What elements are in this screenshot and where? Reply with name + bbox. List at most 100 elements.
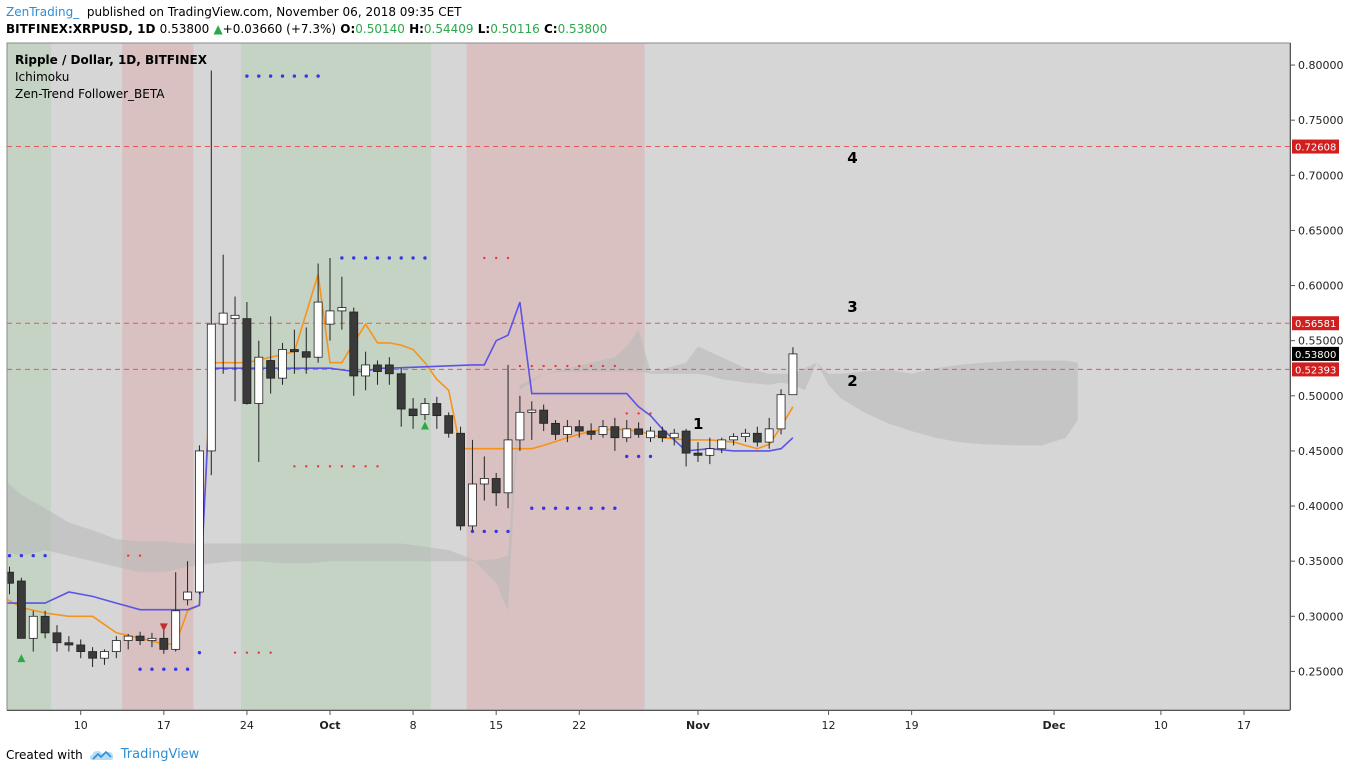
candle[interactable]	[432, 396, 442, 429]
candle[interactable]	[325, 257, 335, 341]
candle[interactable]	[741, 428, 750, 443]
candle[interactable]	[610, 417, 620, 451]
candle[interactable]	[764, 417, 774, 449]
candle[interactable]	[6, 566, 14, 595]
close-label: C:	[544, 22, 558, 36]
candle[interactable]	[40, 610, 50, 639]
candle-body	[100, 651, 109, 659]
candle[interactable]	[396, 368, 406, 427]
time-axis[interactable]	[7, 710, 1290, 740]
candle[interactable]	[420, 397, 430, 421]
candle[interactable]	[111, 636, 121, 659]
candle[interactable]	[52, 625, 62, 652]
y-tick-label: 0.45000	[1298, 445, 1344, 458]
candle[interactable]	[503, 364, 513, 509]
candle[interactable]	[622, 420, 632, 443]
candle[interactable]	[551, 420, 560, 440]
candle[interactable]	[776, 389, 786, 435]
candle[interactable]	[218, 254, 228, 374]
y-tick-label: 0.50000	[1298, 390, 1344, 403]
candle[interactable]	[468, 439, 477, 531]
candle[interactable]	[123, 633, 133, 650]
signal-dot	[127, 554, 130, 557]
signal-dot	[506, 256, 510, 260]
candle[interactable]	[539, 404, 549, 432]
candle[interactable]	[76, 639, 86, 659]
candle[interactable]	[681, 428, 691, 467]
candle[interactable]	[788, 347, 798, 396]
legend-indicator-zen-trend[interactable]: Zen-Trend Follower_BETA	[15, 87, 165, 101]
candle[interactable]	[693, 442, 703, 462]
candle[interactable]	[373, 360, 382, 385]
candle[interactable]	[657, 426, 667, 443]
candle[interactable]	[574, 420, 584, 438]
candle[interactable]	[254, 340, 264, 462]
candle[interactable]	[135, 631, 145, 645]
tradingview-brand-link[interactable]: TradingView	[120, 747, 200, 762]
legend-indicator-ichimoku[interactable]: Ichimoku	[15, 70, 70, 84]
candle-body	[28, 615, 38, 639]
signal-dot	[637, 412, 640, 415]
candle-body	[468, 483, 477, 527]
candle[interactable]	[456, 426, 465, 531]
candle-body	[610, 426, 620, 439]
signal-dot	[173, 667, 178, 671]
sell-arrow-icon	[159, 623, 168, 632]
candle[interactable]	[634, 422, 644, 438]
candle-body	[88, 651, 97, 659]
candle-body	[408, 408, 418, 417]
x-tick-label: 15	[489, 719, 503, 732]
plot-background	[7, 43, 1290, 710]
candle[interactable]	[313, 263, 323, 363]
candle[interactable]	[586, 423, 596, 440]
annotation-1: 1	[692, 415, 704, 433]
candle[interactable]	[337, 276, 347, 330]
candle[interactable]	[88, 647, 97, 668]
candle[interactable]	[230, 296, 240, 402]
candle[interactable]	[266, 316, 276, 394]
candle[interactable]	[206, 70, 216, 476]
signal-dot	[636, 454, 641, 459]
candle[interactable]	[752, 426, 762, 447]
candle[interactable]	[598, 420, 608, 438]
candle[interactable]	[278, 342, 287, 385]
candle[interactable]	[28, 610, 38, 652]
candle[interactable]	[563, 420, 572, 443]
candle[interactable]	[64, 636, 74, 652]
candle[interactable]	[515, 395, 525, 451]
candle[interactable]	[159, 627, 169, 654]
candle[interactable]	[195, 445, 204, 595]
candle[interactable]	[384, 357, 394, 385]
candle[interactable]	[16, 577, 26, 639]
candle[interactable]	[301, 327, 311, 374]
price-axis[interactable]	[1290, 43, 1341, 710]
candle[interactable]	[491, 472, 501, 507]
candle-body	[657, 430, 667, 439]
candle[interactable]	[408, 397, 418, 429]
candle[interactable]	[171, 572, 181, 652]
x-tick-label: 12	[822, 719, 836, 732]
candle-body	[574, 426, 584, 432]
price-tag-red: 0.72608	[1292, 139, 1339, 154]
candle[interactable]	[705, 437, 715, 465]
candle-body	[741, 432, 750, 437]
candle[interactable]	[100, 649, 109, 665]
candle[interactable]	[289, 329, 299, 374]
signal-dot	[578, 364, 581, 368]
candle[interactable]	[717, 437, 727, 454]
candle[interactable]	[479, 456, 489, 501]
signal-dot	[649, 412, 652, 415]
author-link[interactable]: ZenTrading_	[6, 5, 80, 19]
candle[interactable]	[669, 428, 679, 446]
candle[interactable]	[183, 561, 192, 606]
candle[interactable]	[729, 433, 738, 446]
candle[interactable]	[444, 412, 454, 438]
candle[interactable]	[527, 401, 537, 440]
candle-body	[598, 426, 608, 435]
candle[interactable]	[349, 307, 359, 396]
candle[interactable]	[646, 426, 655, 443]
candle[interactable]	[242, 302, 252, 405]
candle[interactable]	[361, 351, 371, 391]
candle[interactable]	[147, 632, 157, 648]
